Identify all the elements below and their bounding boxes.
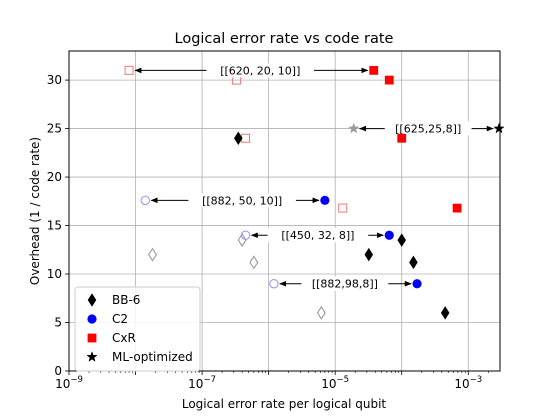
annotation-label: [[882,98,8]] (312, 278, 378, 291)
data-point-bb-6 (364, 247, 374, 262)
data-point-c2 (412, 279, 422, 289)
data-point-bb-6 (440, 306, 450, 320)
data-point-c2 (384, 230, 394, 240)
reference-marker-square (338, 203, 348, 213)
data-point-bb-6 (397, 233, 406, 247)
data-point-cxr (397, 133, 407, 143)
y-tick-label: 20 (47, 170, 62, 184)
legend-label: ML-optimized (112, 350, 193, 364)
y-tick-label: 5 (54, 316, 62, 330)
plot-frame (68, 50, 501, 372)
data-point-c2 (320, 195, 330, 205)
x-tick-label: 10−5 (321, 375, 349, 391)
x-tick-label: 10−7 (188, 375, 216, 391)
x-tick-exponent: −7 (203, 375, 216, 385)
annotation-label-bg (188, 193, 296, 208)
legend-swatch-circle (87, 314, 97, 324)
annotation-label: [[625,25,8]] (395, 123, 461, 136)
legend-swatch-star (86, 351, 98, 362)
y-axis-label: Overhead (1 / code rate) (28, 137, 42, 285)
x-axis-label: Logical error rate per logical qubit (182, 397, 387, 411)
data-point-cxr (369, 65, 379, 75)
data-point-cxr (384, 75, 394, 85)
y-tick-label: 10 (47, 267, 62, 281)
data-point-bb-6 (409, 255, 418, 270)
legend-label: CxR (112, 331, 136, 345)
legend-swatch-square (87, 333, 97, 343)
reference-marker-star (348, 122, 360, 134)
reference-marker-diamond (316, 305, 326, 320)
data-point-cxr (452, 203, 462, 213)
reference-marker-diamond (249, 255, 259, 270)
legend: BB-6 C2 CxR ML-optimized (74, 286, 201, 372)
annotation-label: [[620, 20, 10]] (220, 64, 300, 77)
reference-marker-circle (269, 278, 279, 289)
reference-marker-square (124, 65, 134, 75)
annotation-label: [[450, 32, 8]] (281, 229, 354, 242)
reference-marker-circle (240, 230, 251, 240)
reference-marker-diamond (148, 247, 157, 262)
x-tick-exponent: −5 (337, 375, 350, 385)
annotation-label: [[882, 50, 10]] (202, 194, 282, 207)
y-tick-label: 30 (47, 73, 62, 87)
reference-marker-circle (140, 195, 151, 206)
annotation-label-bg (267, 228, 369, 243)
annotation-label-bg (206, 63, 315, 78)
reference-marker-square (240, 133, 251, 143)
annotation-label-bg (301, 276, 389, 291)
y-tick-label: 15 (47, 219, 62, 233)
legend-label: BB-6 (112, 293, 140, 307)
x-tick-label: 10−3 (454, 375, 482, 391)
legend-swatch-diamond (87, 293, 97, 307)
data-markers (234, 65, 505, 320)
y-tick-label: 25 (47, 122, 62, 136)
reference-markers (124, 65, 360, 320)
data-point-ml-optimized (493, 122, 505, 134)
annotation-label-bg (384, 121, 472, 136)
reference-marker-diamond (237, 233, 247, 248)
legend-box (74, 286, 201, 372)
data-point-bb-6 (234, 131, 243, 146)
x-tick-exponent: −9 (70, 375, 83, 385)
annotations: [[620, 20, 10]] [[625,25,8]] [[882, 50, 10… (134, 63, 494, 291)
y-tick-label: 0 (54, 364, 62, 378)
chart-title: Logical error rate vs code rate (175, 31, 394, 47)
x-tick-exponent: −3 (470, 375, 483, 385)
legend-label: C2 (112, 312, 128, 326)
